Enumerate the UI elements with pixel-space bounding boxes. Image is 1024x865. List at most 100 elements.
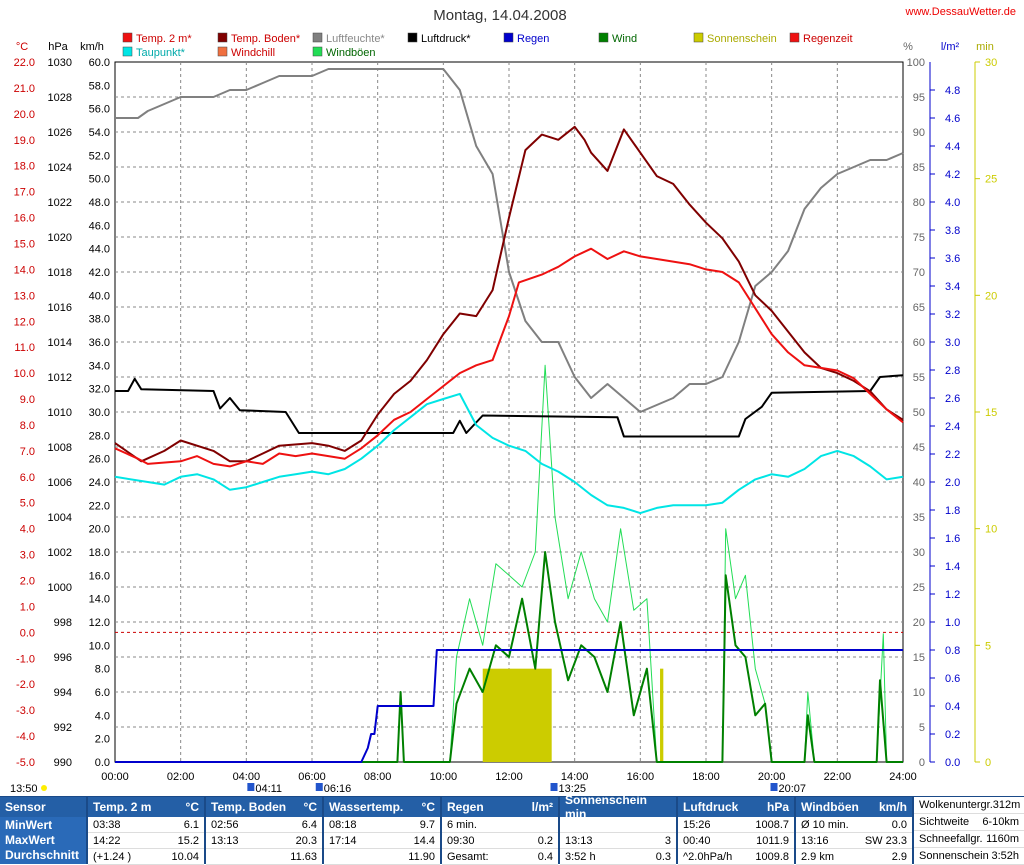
tick-label: 65	[913, 302, 925, 314]
tick-label: 22.0	[14, 57, 35, 69]
legend-label: Luftfeuchte*	[326, 33, 385, 45]
stats-row: Sonnenschein 3:52h	[914, 848, 1024, 865]
tick-label: 50	[913, 407, 925, 419]
legend-swatch	[693, 32, 704, 43]
chart-title: Montag, 14.04.2008	[433, 7, 566, 24]
sunshine-bar	[660, 668, 664, 762]
legend-swatch	[122, 32, 133, 43]
axis-unit: °C	[16, 41, 28, 53]
stats-row: MaxWert	[0, 832, 86, 847]
tick-label: 26.0	[89, 454, 110, 466]
tick-label: 48.0	[89, 197, 110, 209]
marker-sunset: 20:07	[778, 783, 806, 795]
stats-header: Windböen	[801, 800, 859, 814]
tick-label: 3.0	[945, 337, 960, 349]
tick-label: 46.0	[89, 220, 110, 232]
tick-label: 2.2	[945, 449, 960, 461]
tick-label: 3.2	[945, 309, 960, 321]
tick-label: 992	[54, 722, 72, 734]
tick-label: 4.0	[95, 710, 110, 722]
tick-label: 16:00	[627, 771, 655, 783]
tick-label: 10.0	[89, 640, 110, 652]
tick-label: -4.0	[16, 731, 35, 743]
stats-column: Luftdruck hPa 15:26 1008.7 00:40 1011.9 ^2.0hP…	[678, 797, 796, 865]
tick-label: 22.0	[89, 500, 110, 512]
tick-label: 45	[913, 442, 925, 454]
marker-dawn: 06:16	[324, 783, 352, 795]
tick-label: 1012	[48, 372, 72, 384]
tick-label: 1024	[48, 162, 72, 174]
tick-label: 2.0	[945, 477, 960, 489]
stats-row: Schneefallgr. 1160m	[914, 831, 1024, 848]
tick-label: 1008	[48, 442, 72, 454]
tick-label: 02:00	[167, 771, 195, 783]
tick-label: 25	[913, 582, 925, 594]
legend-label: Sonnenschein	[707, 33, 777, 45]
tick-label: 30	[913, 547, 925, 559]
legend-swatch	[217, 32, 228, 43]
stats-unit: °C	[421, 800, 435, 814]
time-markers: 13:50 04:11 06:16 13:25 20:07	[10, 783, 806, 795]
tick-label: 35	[913, 512, 925, 524]
tick-label: 8.0	[20, 420, 35, 432]
tick-label: 1.0	[20, 601, 35, 613]
axis-unit: %	[903, 41, 913, 53]
tick-label: 06:00	[298, 771, 326, 783]
stats-header: Temp. Boden	[211, 800, 287, 814]
tick-label: 0.0	[20, 627, 35, 639]
series-line-luftdruck	[115, 374, 904, 438]
stats-unit: l/m²	[531, 800, 553, 814]
tick-label: 30	[985, 57, 997, 69]
stats-unit: hPa	[766, 800, 789, 814]
tick-label: 36.0	[89, 337, 110, 349]
tick-label: 0.6	[945, 673, 960, 685]
tick-label: 95	[913, 92, 925, 104]
tick-label: 10	[913, 687, 925, 699]
tick-label: 19.0	[14, 135, 35, 147]
stats-row: 14:22 15.2	[88, 833, 204, 849]
tick-label: 7.0	[20, 446, 35, 458]
tick-label: 16.0	[14, 213, 35, 225]
axis-unit: l/m²	[941, 41, 960, 53]
marker-noon: 13:25	[559, 783, 587, 795]
stats-header: Temp. 2 m	[93, 800, 152, 814]
tick-label: 18.0	[89, 547, 110, 559]
tick-label: -5.0	[16, 757, 35, 769]
stats-unit: °C	[185, 800, 199, 814]
sunshine-bar	[482, 668, 552, 762]
tick-label: 14.0	[14, 264, 35, 276]
tick-label: 15.0	[14, 238, 35, 250]
legend: Temp. 2 m* Temp. Boden* Luftfeuchte* Luftdr…	[122, 32, 853, 59]
tick-label: 1030	[48, 57, 72, 69]
tick-label: 0.2	[945, 729, 960, 741]
tick-label: 15	[985, 407, 997, 419]
tick-label: 2.0	[95, 734, 110, 746]
legend-label: Taupunkt*	[136, 47, 186, 59]
tick-label: 0	[985, 757, 991, 769]
site-link[interactable]: www.DessauWetter.de	[905, 6, 1016, 18]
stats-row: ^2.0hPa/h 1009.8	[678, 849, 794, 865]
tick-label: 40.0	[89, 290, 110, 302]
stats-row	[560, 817, 676, 833]
stats-row: Wolkenuntergr. 312m	[914, 797, 1024, 814]
tick-label: 8.0	[95, 664, 110, 676]
tick-label: 1028	[48, 92, 72, 104]
tick-label: 60	[913, 337, 925, 349]
stats-unit: °C	[303, 800, 317, 814]
tick-label: 15	[913, 652, 925, 664]
stats-column: Regen l/m² 6 min. 09:30 0.2 Gesamt: 0.4	[442, 797, 560, 865]
series-line-temp-boden	[114, 125, 904, 463]
stats-row: Sichtweite 6-10km	[914, 814, 1024, 831]
tick-label: 50.0	[89, 174, 110, 186]
tick-label: 0.4	[945, 701, 960, 713]
legend-swatch	[503, 32, 514, 43]
tick-label: 85	[913, 162, 925, 174]
tick-label: 30.0	[89, 407, 110, 419]
tick-label: 60.0	[89, 57, 110, 69]
marker-sunset-icon	[770, 783, 778, 791]
weather-chart: www.DessauWetter.de Montag, 14.04.2008 T…	[10, 6, 1016, 795]
tick-label: 1004	[48, 512, 72, 524]
tick-label: 52.0	[89, 150, 110, 162]
tick-label: 4.8	[945, 85, 960, 97]
tick-label: 996	[54, 652, 72, 664]
